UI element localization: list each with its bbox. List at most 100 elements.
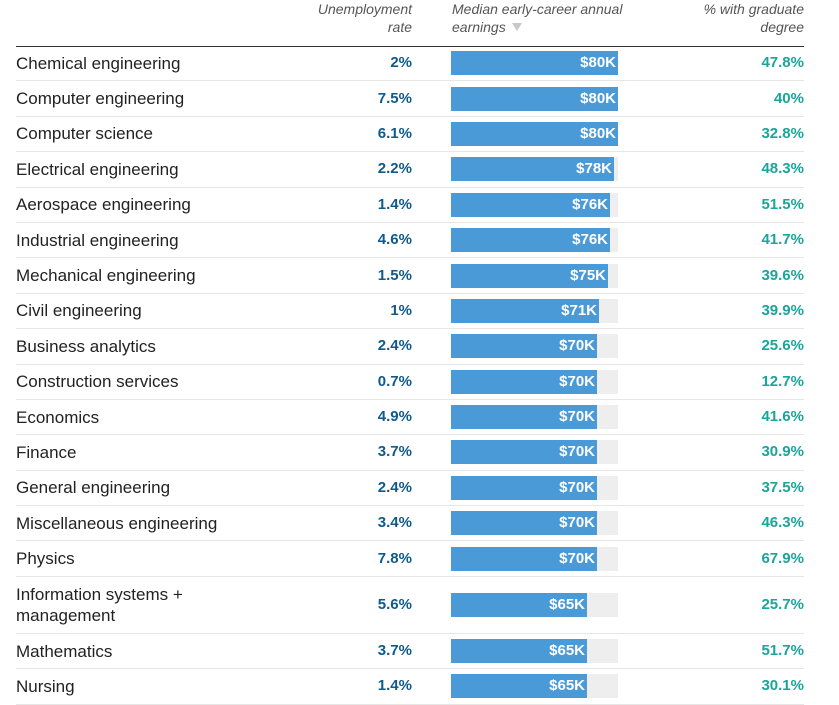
- table-body: Chemical engineering 2% $80K 47.8% Computer …: [16, 46, 804, 705]
- table-row: Information systems + management 5.6% $65K…: [16, 577, 804, 634]
- table-row: Finance 3.7% $70K 30.9%: [16, 435, 804, 471]
- unemployment-value: 7.5%: [377, 89, 412, 107]
- graduate-degree-value: 51.5%: [761, 195, 804, 213]
- unemployment-value: 1.4%: [377, 195, 412, 213]
- table-row: Chemical engineering 2% $80K 47.8%: [16, 46, 804, 82]
- earnings-bar-track: $76K: [451, 192, 618, 217]
- earnings-bar-track: $71K: [451, 298, 618, 323]
- unemployment-value: 6.1%: [377, 124, 412, 142]
- earnings-label: $80K: [580, 54, 616, 72]
- major-name: General engineering: [16, 478, 171, 498]
- graduate-degree-value: 39.9%: [761, 301, 804, 319]
- major-name: Miscellaneous engineering: [16, 513, 218, 533]
- major-name: Nursing: [16, 676, 75, 696]
- graduate-degree-value: 51.7%: [761, 642, 804, 660]
- earnings-label: $76K: [572, 195, 608, 213]
- table-row: Construction services 0.7% $70K 12.7%: [16, 365, 804, 400]
- earnings-bar: $70K: [451, 475, 597, 500]
- graduate-degree-value: 25.6%: [761, 337, 804, 355]
- table-row: Economics 4.9% $70K 41.6%: [16, 400, 804, 436]
- earnings-label: $70K: [559, 408, 595, 426]
- earnings-label: $65K: [549, 677, 585, 695]
- table-row: Business analytics 2.4% $70K 25.6%: [16, 329, 804, 365]
- graduate-degree-value: 40%: [773, 89, 804, 107]
- earnings-bar-track: $70K: [451, 334, 618, 359]
- unemployment-value: 7.8%: [377, 549, 412, 567]
- unemployment-value: 0.7%: [377, 372, 412, 390]
- earnings-bar: $70K: [451, 511, 597, 536]
- table-row: Civil engineering 1% $71K 39.9%: [16, 294, 804, 330]
- earnings-label: $71K: [561, 301, 597, 319]
- unemployment-value: 2.4%: [377, 478, 412, 496]
- column-header-unemployment[interactable]: Unemployment rate: [317, 1, 412, 35]
- earnings-bar: $65K: [451, 674, 587, 699]
- table-row: Physics 7.8% $70K 67.9%: [16, 541, 804, 577]
- major-name: Mechanical engineering: [16, 266, 196, 286]
- earnings-bar: $80K: [451, 121, 618, 146]
- earnings-label: $65K: [549, 642, 585, 660]
- earnings-bar: $75K: [451, 263, 608, 288]
- graduate-degree-value: 48.3%: [761, 160, 804, 178]
- earnings-bar: $71K: [451, 298, 599, 323]
- unemployment-value: 4.6%: [377, 231, 412, 249]
- earnings-bar: $65K: [451, 592, 587, 617]
- table-row: Industrial engineering 4.6% $76K 41.7%: [16, 223, 804, 259]
- earnings-label: $76K: [572, 231, 608, 249]
- unemployment-value: 1%: [390, 301, 412, 319]
- graduate-degree-value: 39.6%: [761, 266, 804, 284]
- major-name: Construction services: [16, 372, 179, 392]
- earnings-bar-track: $70K: [451, 369, 618, 394]
- earnings-bar: $65K: [451, 639, 587, 664]
- table-row: Electrical engineering 2.2% $78K 48.3%: [16, 152, 804, 188]
- graduate-degree-value: 25.7%: [761, 595, 804, 613]
- earnings-label: $78K: [576, 160, 612, 178]
- major-name: Electrical engineering: [16, 159, 179, 179]
- earnings-bar-track: $78K: [451, 157, 618, 182]
- sort-descending-icon: [511, 23, 522, 31]
- table-row: Computer engineering 7.5% $80K 40%: [16, 81, 804, 117]
- earnings-bar-track: $80K: [451, 86, 618, 111]
- earnings-bar-track: $65K: [451, 639, 618, 664]
- major-name: Finance: [16, 442, 77, 462]
- column-header-graduate[interactable]: % with graduate degree: [703, 1, 804, 35]
- table-row: Mechanical engineering 1.5% $75K 39.6%: [16, 258, 804, 294]
- major-name: Computer engineering: [16, 89, 185, 109]
- earnings-bar-track: $70K: [451, 405, 618, 430]
- earnings-bar-track: $80K: [451, 121, 618, 146]
- column-header-earnings-label: Median early-career annual earnings: [452, 1, 623, 35]
- graduate-degree-value: 37.5%: [761, 478, 804, 496]
- unemployment-value: 1.5%: [377, 266, 412, 284]
- earnings-bar-track: $75K: [451, 263, 618, 288]
- earnings-bar-track: $70K: [451, 475, 618, 500]
- major-name: Civil engineering: [16, 301, 142, 321]
- earnings-bar: $70K: [451, 369, 597, 394]
- graduate-degree-value: 30.9%: [761, 443, 804, 461]
- earnings-label: $70K: [559, 478, 595, 496]
- earnings-bar: $76K: [451, 192, 610, 217]
- earnings-bar: $78K: [451, 157, 614, 182]
- earnings-bar-track: $65K: [451, 674, 618, 699]
- graduate-degree-value: 30.1%: [761, 677, 804, 695]
- unemployment-value: 2%: [390, 54, 412, 72]
- earnings-label: $70K: [559, 549, 595, 567]
- earnings-label: $65K: [549, 595, 585, 613]
- table-row: Nursing 1.4% $65K 30.1%: [16, 669, 804, 705]
- column-header-earnings[interactable]: Median early-career annual earnings: [452, 0, 632, 36]
- earnings-bar-track: $65K: [451, 592, 618, 617]
- earnings-bar-track: $80K: [451, 51, 618, 76]
- graduate-degree-value: 12.7%: [761, 372, 804, 390]
- table-header: Unemployment rate Median early-career an…: [16, 0, 804, 47]
- graduate-degree-value: 47.8%: [761, 54, 804, 72]
- table-row: Aerospace engineering 1.4% $76K 51.5%: [16, 188, 804, 223]
- major-name: Business analytics: [16, 336, 156, 356]
- table-row: Miscellaneous engineering 3.4% $70K 46.3%: [16, 506, 804, 542]
- earnings-bar: $80K: [451, 51, 618, 76]
- earnings-label: $70K: [559, 372, 595, 390]
- graduate-degree-value: 67.9%: [761, 549, 804, 567]
- earnings-bar: $70K: [451, 334, 597, 359]
- graduate-degree-value: 32.8%: [761, 124, 804, 142]
- unemployment-value: 4.9%: [377, 408, 412, 426]
- major-name: Chemical engineering: [16, 53, 181, 73]
- unemployment-value: 3.7%: [377, 642, 412, 660]
- earnings-bar: $80K: [451, 86, 618, 111]
